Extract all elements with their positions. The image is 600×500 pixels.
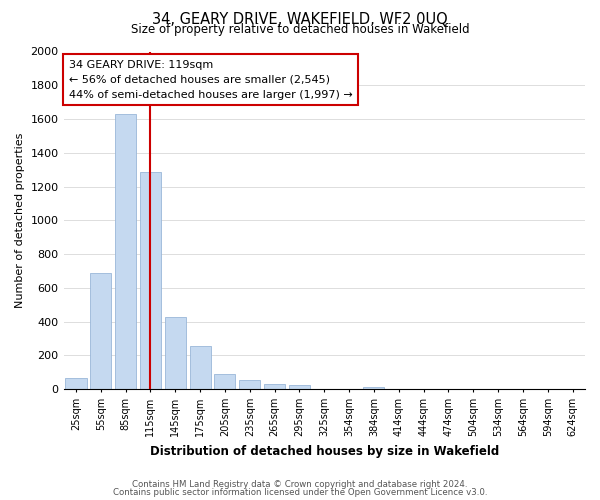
Text: Size of property relative to detached houses in Wakefield: Size of property relative to detached ho… — [131, 22, 469, 36]
Bar — [214, 374, 235, 389]
Text: 34, GEARY DRIVE, WAKEFIELD, WF2 0UQ: 34, GEARY DRIVE, WAKEFIELD, WF2 0UQ — [152, 12, 448, 26]
Y-axis label: Number of detached properties: Number of detached properties — [15, 132, 25, 308]
Text: Contains HM Land Registry data © Crown copyright and database right 2024.: Contains HM Land Registry data © Crown c… — [132, 480, 468, 489]
Bar — [264, 384, 285, 389]
Bar — [239, 380, 260, 389]
Bar — [65, 378, 86, 389]
Bar — [289, 386, 310, 389]
Bar — [364, 387, 385, 389]
Bar — [140, 172, 161, 389]
Bar — [165, 316, 186, 389]
Text: 34 GEARY DRIVE: 119sqm
← 56% of detached houses are smaller (2,545)
44% of semi-: 34 GEARY DRIVE: 119sqm ← 56% of detached… — [69, 60, 353, 100]
Text: Contains public sector information licensed under the Open Government Licence v3: Contains public sector information licen… — [113, 488, 487, 497]
Bar — [190, 346, 211, 389]
Bar — [90, 272, 112, 389]
X-axis label: Distribution of detached houses by size in Wakefield: Distribution of detached houses by size … — [149, 444, 499, 458]
Bar — [115, 114, 136, 389]
